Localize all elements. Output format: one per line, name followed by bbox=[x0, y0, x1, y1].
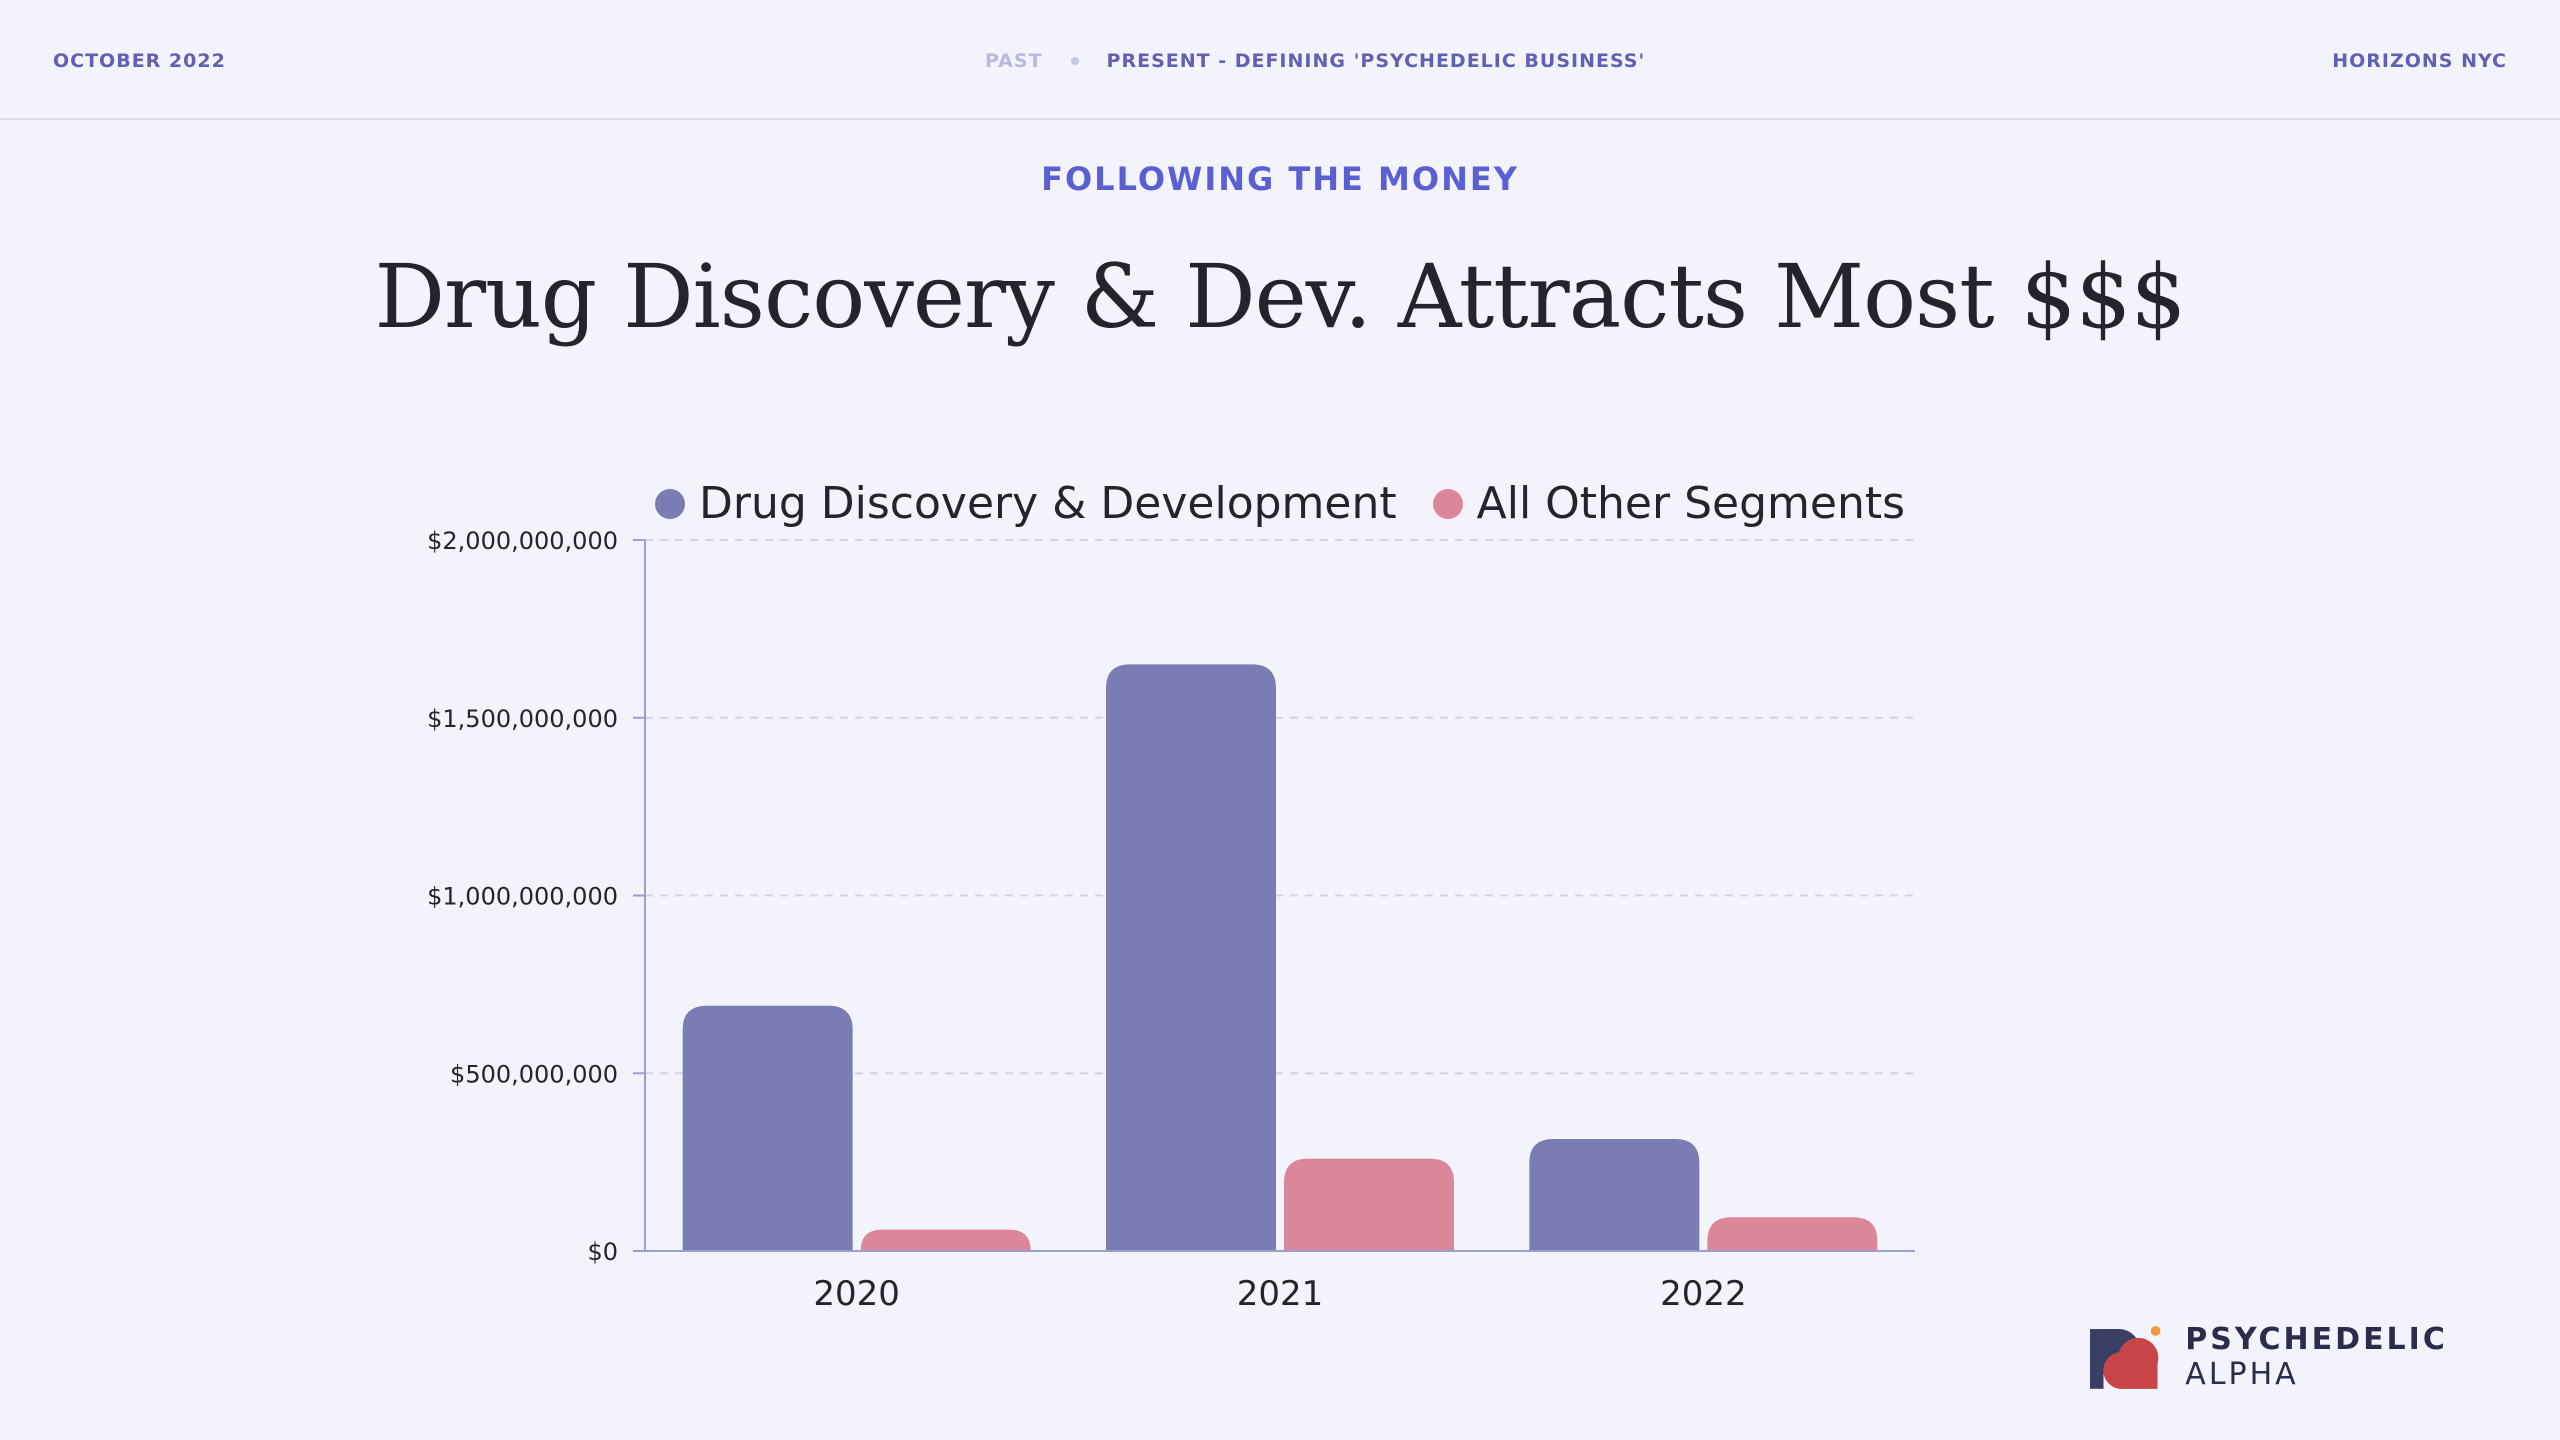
legend-label-other-segments: All Other Segments bbox=[1476, 478, 1906, 529]
psychedelic-alpha-logo-icon bbox=[2090, 1326, 2161, 1390]
brand-name-bold: PSYCHEDELIC bbox=[2185, 1322, 2448, 1357]
nav-past[interactable]: PAST bbox=[985, 50, 1043, 72]
y-tick-label: $500,000,000 bbox=[450, 1060, 618, 1088]
event-label: HORIZONS NYC bbox=[2332, 50, 2507, 72]
x-tick-label: 2022 bbox=[1660, 1274, 1747, 1314]
chart-legend: Drug Discovery & Development All Other S… bbox=[0, 478, 2560, 529]
bar-chart: $0 $500,000,000 $1,000,000,000 $1,500,000,0… bbox=[427, 527, 1915, 1314]
slide-subtitle: FOLLOWING THE MONEY bbox=[1041, 160, 1519, 198]
brand-name: PSYCHEDELIC ALPHA bbox=[2185, 1322, 2560, 1392]
bar-other-segments-2022 bbox=[1707, 1217, 1878, 1251]
legend-swatch-other-segments bbox=[1432, 488, 1463, 519]
legend-label-drug-discovery: Drug Discovery & Development bbox=[698, 478, 1397, 529]
nav-separator-dot bbox=[1070, 57, 1079, 65]
y-tick-label: $1,500,000,000 bbox=[427, 705, 618, 733]
bar-drug-discovery-2020 bbox=[682, 1005, 853, 1251]
x-tick-label: 2021 bbox=[1237, 1274, 1324, 1314]
bar-other-segments-2020 bbox=[860, 1229, 1031, 1251]
section-nav: PAST PRESENT - DEFINING 'PSYCHEDELIC BUS… bbox=[985, 50, 1645, 72]
x-tick-label: 2020 bbox=[813, 1274, 900, 1314]
brand-name-light: ALPHA bbox=[2185, 1357, 2299, 1392]
nav-present[interactable]: PRESENT - DEFINING 'PSYCHEDELIC BUSINESS… bbox=[1106, 50, 1646, 72]
legend-item-other-segments: All Other Segments bbox=[1432, 478, 1906, 529]
legend-swatch-drug-discovery bbox=[654, 488, 685, 519]
slide-title: Drug Discovery & Dev. Attracts Most $$$ bbox=[374, 245, 2186, 348]
y-tick-label: $1,000,000,000 bbox=[427, 883, 618, 911]
legend-item-drug-discovery: Drug Discovery & Development bbox=[654, 478, 1397, 529]
date-label: OCTOBER 2022 bbox=[53, 50, 226, 72]
y-tick-label: $2,000,000,000 bbox=[427, 527, 618, 555]
y-tick-label: $0 bbox=[587, 1238, 618, 1266]
bar-drug-discovery-2021 bbox=[1106, 664, 1276, 1251]
bar-drug-discovery-2022 bbox=[1529, 1139, 1700, 1251]
bar-other-segments-2021 bbox=[1284, 1158, 1454, 1251]
top-bar: OCTOBER 2022 PAST PRESENT - DEFINING 'PS… bbox=[0, 0, 2560, 120]
brand-logo: PSYCHEDELIC ALPHA bbox=[2090, 1322, 2560, 1392]
